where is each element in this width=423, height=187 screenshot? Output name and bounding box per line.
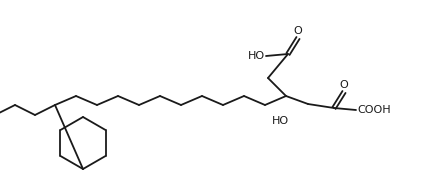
Text: O: O — [340, 80, 349, 90]
Text: HO: HO — [248, 51, 265, 61]
Text: O: O — [294, 26, 302, 36]
Text: COOH: COOH — [357, 105, 390, 115]
Text: HO: HO — [272, 116, 288, 126]
